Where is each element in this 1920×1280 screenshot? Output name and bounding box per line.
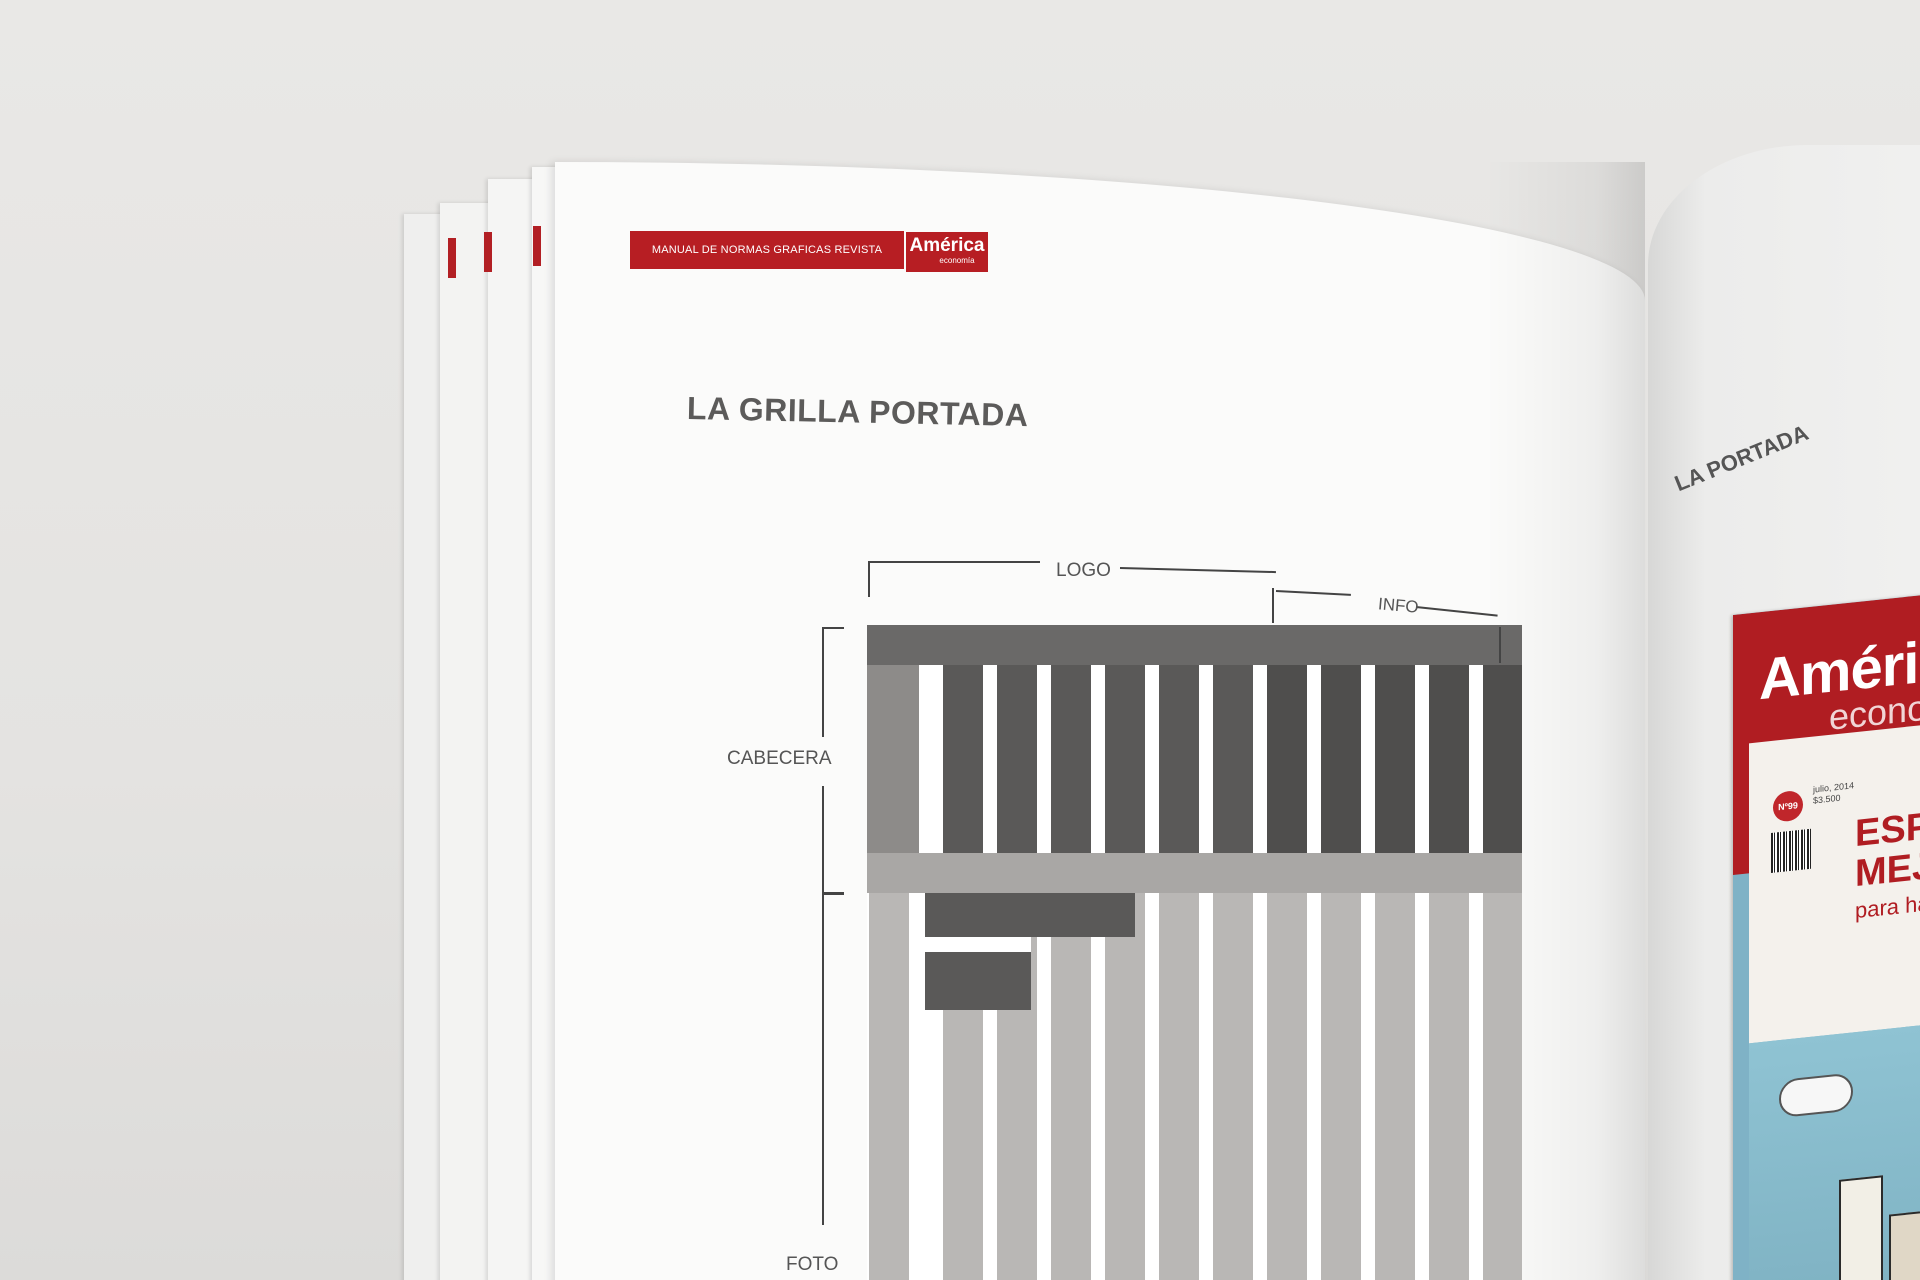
cover-headline: ESP MEJ [1855, 805, 1920, 896]
logo-info-divider [1272, 588, 1274, 623]
cabecera-bracket-upper [822, 627, 824, 737]
grid-header-block [1483, 659, 1522, 863]
label-info: INFO [1377, 594, 1420, 617]
grid-header-band [867, 853, 1522, 893]
grid-header-block [1159, 635, 1199, 863]
barcode-icon [1771, 828, 1811, 874]
foto-bracket [822, 895, 824, 1225]
building-illustration [1839, 1175, 1883, 1280]
running-title: LA PORTADA [1671, 419, 1812, 497]
grid-header-block [1267, 642, 1307, 863]
page-tab-marker [448, 238, 456, 278]
cloud-illustration [1779, 1072, 1853, 1119]
grid-top-band [867, 625, 1522, 665]
label-logo: LOGO [1056, 560, 1111, 581]
grid-header-block [1051, 630, 1091, 863]
right-page: LA PORTADA Améric econo Nº99 julio, 2014… [1648, 145, 1920, 1280]
page-title: LA GRILLA PORTADA [686, 390, 1029, 434]
grid-info-block [925, 952, 1031, 1010]
grid-header-block [997, 628, 1037, 863]
label-cabecera: CABECERA [727, 748, 832, 769]
grid-header-block [1321, 646, 1361, 863]
cabecera-foto-divider [822, 892, 844, 895]
page-tab-marker [484, 232, 492, 272]
grid-header-block [1429, 655, 1469, 863]
grid-svg [867, 625, 1522, 1280]
grid-header-block [1105, 633, 1145, 863]
manual-header-strip: MANUAL DE NORMAS GRAFICAS REVISTA [630, 231, 904, 269]
brand-logo: América economía [906, 232, 988, 272]
grid-header-block [1375, 650, 1415, 863]
cover-grid-diagram [867, 625, 1522, 1280]
grid-logo-block [925, 893, 1135, 937]
grid-gap [925, 937, 1031, 952]
cabecera-bracket-top [822, 627, 844, 629]
building-illustration [1889, 1208, 1920, 1280]
page-tab-marker [533, 226, 541, 266]
cover-illustration [1749, 1015, 1920, 1280]
grid-header-block [1213, 639, 1253, 863]
info-bracket-right [1499, 627, 1501, 663]
brand-logo-sub: economía [939, 256, 975, 265]
cover-date: julio, 2014 $3.500 [1813, 780, 1855, 806]
label-foto: FOTO [786, 1254, 839, 1275]
brand-logo-main: América [909, 235, 985, 256]
grid-header-block [943, 626, 983, 863]
magazine-cover-image: Améric econo Nº99 julio, 2014 $3.500 ESP… [1733, 587, 1920, 1280]
logo-bracket-left [868, 561, 870, 597]
grid-left-header [867, 665, 919, 853]
cabecera-bracket-lower [822, 786, 824, 892]
logo-bracket-top [868, 561, 1040, 563]
